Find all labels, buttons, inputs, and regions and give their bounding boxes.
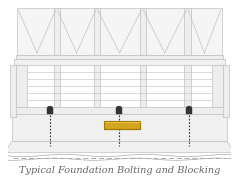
Bar xyxy=(12,114,227,142)
Bar xyxy=(184,8,191,55)
Bar xyxy=(186,108,192,113)
Bar xyxy=(47,108,53,113)
Bar xyxy=(184,65,191,107)
Bar xyxy=(54,8,60,55)
Bar xyxy=(140,8,146,55)
Ellipse shape xyxy=(116,106,122,110)
Polygon shape xyxy=(4,142,235,153)
Text: Typical Foundation Bolting and Blocking: Typical Foundation Bolting and Blocking xyxy=(19,166,220,175)
Bar xyxy=(14,60,225,65)
Bar xyxy=(212,65,223,107)
Bar xyxy=(54,65,60,107)
Bar xyxy=(14,107,225,114)
Bar xyxy=(140,65,146,107)
Bar xyxy=(13,114,226,117)
Bar xyxy=(116,108,122,113)
Bar xyxy=(16,65,27,107)
Ellipse shape xyxy=(186,106,192,110)
Bar xyxy=(94,65,100,107)
Polygon shape xyxy=(223,65,229,117)
Bar xyxy=(16,55,223,60)
Ellipse shape xyxy=(47,106,53,110)
Bar xyxy=(94,8,100,55)
Polygon shape xyxy=(10,65,16,117)
Bar xyxy=(17,8,222,55)
Bar xyxy=(104,121,141,129)
